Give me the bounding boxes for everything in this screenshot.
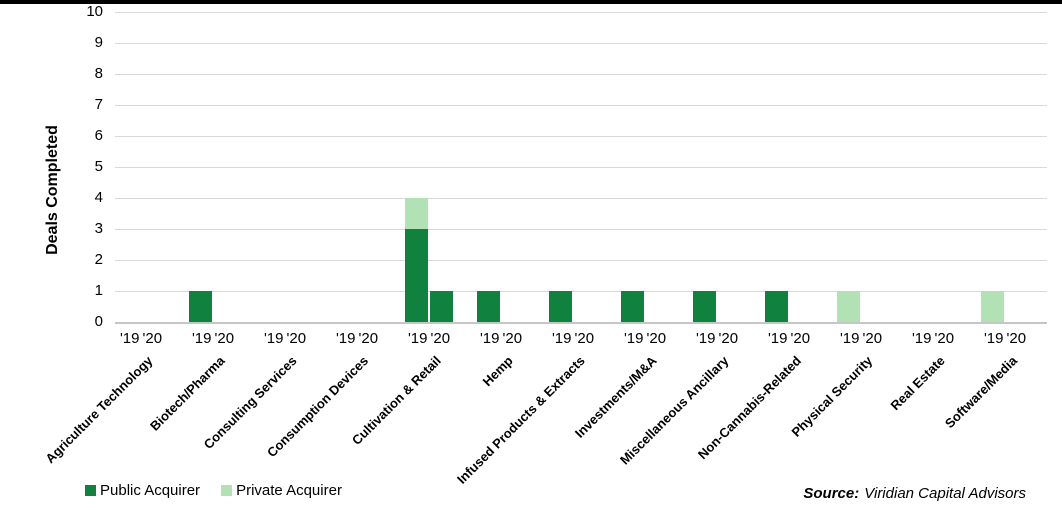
year-tick-label: '20 — [862, 329, 883, 347]
year-tick-label: '19 — [623, 329, 644, 347]
legend-item-private-acquirer: Private Acquirer — [221, 482, 342, 499]
x-tick-pair-real-estate: '19'20 — [897, 329, 969, 347]
category-label-agriculture-technology: Agriculture Technology — [42, 353, 156, 467]
source-attribution: Source: Viridian Capital Advisors — [803, 485, 1026, 502]
gridline-y-7 — [115, 105, 1047, 106]
bar-hemp-19-public-acquirer — [477, 291, 500, 322]
y-axis-tick-label-1: 1 — [94, 282, 103, 299]
source-label: Source: — [803, 485, 860, 502]
x-tick-pair-software-media: '19'20 — [969, 329, 1041, 347]
year-tick-label: '19 — [335, 329, 356, 347]
legend-label-private-acquirer: Private Acquirer — [236, 482, 342, 499]
year-tick-label: '20 — [790, 329, 811, 347]
x-tick-pair-agriculture-technology: '19'20 — [105, 329, 177, 347]
year-tick-label: '19 — [695, 329, 716, 347]
year-tick-label: '20 — [214, 329, 235, 347]
legend-label-public-acquirer: Public Acquirer — [100, 482, 201, 499]
category-label-biotech-pharma: Biotech/Pharma — [147, 353, 228, 434]
year-tick-label: '19 — [191, 329, 212, 347]
source-text: Viridian Capital Advisors — [864, 485, 1026, 502]
gridline-y-2 — [115, 260, 1047, 261]
category-label-software-media: Software/Media — [941, 353, 1020, 432]
bar-cultivation-retail-19-private-acquirer — [405, 198, 428, 229]
year-tick-label: '19 — [263, 329, 284, 347]
year-tick-label: '20 — [502, 329, 523, 347]
x-axis-baseline — [115, 322, 1047, 324]
x-tick-pair-biotech-pharma: '19'20 — [177, 329, 249, 347]
x-tick-pair-cultivation-retail: '19'20 — [393, 329, 465, 347]
y-axis-tick-label-0: 0 — [94, 313, 103, 330]
bar-biotech-pharma-19-public-acquirer — [189, 291, 212, 322]
bar-miscellaneous-ancillary-19-public-acquirer — [693, 291, 716, 322]
gridline-y-6 — [115, 136, 1047, 137]
gridline-y-8 — [115, 74, 1047, 75]
legend-item-public-acquirer: Public Acquirer — [85, 482, 200, 499]
bar-physical-security-19-private-acquirer — [837, 291, 860, 322]
year-tick-label: '19 — [767, 329, 788, 347]
y-axis-tick-label-5: 5 — [94, 158, 103, 175]
year-tick-label: '20 — [142, 329, 163, 347]
y-axis-tick-label-10: 10 — [86, 3, 103, 20]
year-tick-label: '20 — [718, 329, 739, 347]
y-axis-tick-label-6: 6 — [94, 127, 103, 144]
year-tick-label: '20 — [574, 329, 595, 347]
gridline-y-3 — [115, 229, 1047, 230]
year-tick-label: '20 — [358, 329, 379, 347]
x-tick-pair-non-cannabis-related: '19'20 — [753, 329, 825, 347]
gridline-y-5 — [115, 167, 1047, 168]
year-tick-label: '20 — [1006, 329, 1027, 347]
year-tick-label: '19 — [551, 329, 572, 347]
gridline-y-4 — [115, 198, 1047, 199]
y-axis-tick-label-2: 2 — [94, 251, 103, 268]
bar-investments-m-a-19-public-acquirer — [621, 291, 644, 322]
bar-cultivation-retail-19-public-acquirer — [405, 229, 428, 322]
category-label-hemp: Hemp — [479, 353, 516, 390]
category-label-infused-products-extracts: Infused Products & Extracts — [453, 353, 588, 487]
year-tick-label: '19 — [119, 329, 140, 347]
bar-software-media-19-private-acquirer — [981, 291, 1004, 322]
year-tick-label: '19 — [911, 329, 932, 347]
year-tick-label: '19 — [479, 329, 500, 347]
plot-area — [105, 12, 1047, 324]
x-tick-pair-hemp: '19'20 — [465, 329, 537, 347]
bar-infused-products-extracts-19-public-acquirer — [549, 291, 572, 322]
top-border-rule — [0, 0, 1062, 4]
x-tick-pair-miscellaneous-ancillary: '19'20 — [681, 329, 753, 347]
year-tick-label: '19 — [407, 329, 428, 347]
year-tick-label: '20 — [934, 329, 955, 347]
y-axis-tick-label-8: 8 — [94, 65, 103, 82]
x-tick-pair-consumption-devices: '19'20 — [321, 329, 393, 347]
y-axis-tick-label-3: 3 — [94, 220, 103, 237]
year-tick-label: '20 — [430, 329, 451, 347]
year-tick-label: '20 — [646, 329, 667, 347]
year-tick-label: '19 — [983, 329, 1004, 347]
gridline-y-9 — [115, 43, 1047, 44]
y-axis-tick-label-9: 9 — [94, 34, 103, 51]
bar-non-cannabis-related-19-public-acquirer — [765, 291, 788, 322]
public-acquirer-swatch-icon — [85, 485, 96, 496]
year-tick-label: '20 — [286, 329, 307, 347]
gridline-y-10 — [115, 12, 1047, 13]
private-acquirer-swatch-icon — [221, 485, 233, 496]
y-axis-tick-label-4: 4 — [94, 189, 103, 206]
y-axis-tick-label-7: 7 — [94, 96, 103, 113]
x-tick-pair-investments-m-a: '19'20 — [609, 329, 681, 347]
gridline-y-1 — [115, 291, 1047, 292]
x-tick-pair-infused-products-extracts: '19'20 — [537, 329, 609, 347]
x-tick-pair-physical-security: '19'20 — [825, 329, 897, 347]
bar-cultivation-retail-20-public-acquirer — [430, 291, 453, 322]
x-tick-pair-consulting-services: '19'20 — [249, 329, 321, 347]
year-tick-label: '19 — [839, 329, 860, 347]
category-label-real-estate: Real Estate — [887, 353, 948, 414]
chart-legend: Public Acquirer Private Acquirer — [85, 482, 342, 499]
